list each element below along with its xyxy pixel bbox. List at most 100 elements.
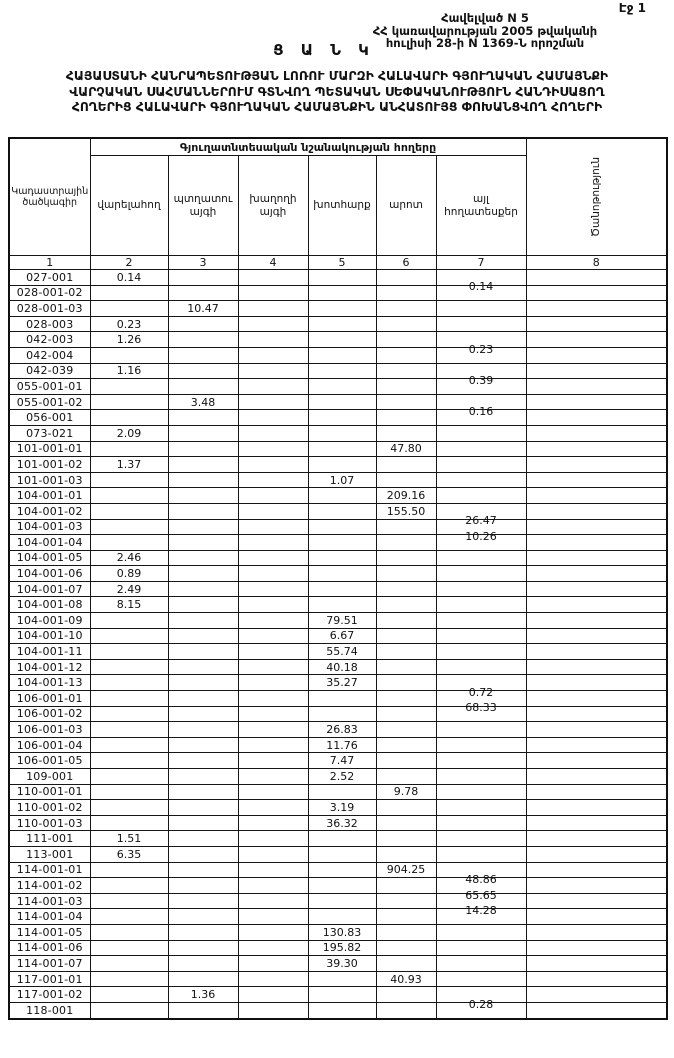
table-row: 114-001-06 195.82 bbox=[8, 939, 668, 957]
row-note bbox=[525, 721, 668, 738]
col-number: 6 bbox=[375, 255, 437, 270]
row-value bbox=[435, 752, 527, 769]
row-value bbox=[375, 955, 437, 972]
row-value: 9.78 bbox=[375, 783, 437, 801]
row-value bbox=[237, 955, 309, 972]
table-row: 114-001-01 904.25 bbox=[8, 861, 668, 879]
table-row: 028-001-03 10.47 bbox=[8, 300, 668, 317]
row-value bbox=[435, 845, 527, 863]
table-row: 028-001-02 0.14 bbox=[8, 280, 668, 302]
row-code: 055-001-01 bbox=[8, 378, 91, 395]
row-code: 101-001-02 bbox=[8, 456, 91, 473]
row-value bbox=[237, 518, 309, 536]
row-value: 40.93 bbox=[375, 970, 437, 988]
row-value bbox=[167, 627, 239, 645]
row-value: 0.23 bbox=[435, 343, 527, 364]
row-value bbox=[307, 269, 377, 286]
row-value bbox=[237, 783, 309, 801]
row-value: 1.51 bbox=[89, 830, 169, 847]
row-note bbox=[525, 471, 668, 489]
row-value bbox=[435, 736, 527, 754]
row-note bbox=[525, 331, 668, 348]
row-value bbox=[89, 378, 169, 395]
row-code: 104-001-05 bbox=[8, 549, 91, 567]
row-value bbox=[89, 284, 169, 302]
table-row: 104-001-10 6.67 bbox=[8, 627, 668, 645]
row-code: 106-001-01 bbox=[8, 690, 91, 707]
row-value bbox=[167, 487, 239, 504]
row-value: 0.39 bbox=[435, 374, 527, 395]
row-value bbox=[89, 690, 169, 707]
row-code: 028-001-03 bbox=[8, 300, 91, 317]
table-row: 109-001 2.52 bbox=[8, 768, 668, 785]
row-value bbox=[375, 534, 437, 551]
appendix-header: Հավելված N 5 ՀՀ կառավարության 2005 թվակա… bbox=[320, 12, 650, 50]
table-row: 113-001 6.35 bbox=[8, 845, 668, 863]
row-value bbox=[167, 346, 239, 364]
row-value bbox=[237, 643, 309, 660]
row-code: 104-001-10 bbox=[8, 627, 91, 645]
row-note bbox=[525, 393, 668, 411]
row-value bbox=[307, 487, 377, 504]
row-value bbox=[435, 783, 527, 801]
row-value bbox=[167, 690, 239, 707]
row-value bbox=[435, 471, 527, 489]
row-value: 6.35 bbox=[89, 845, 169, 863]
row-note bbox=[525, 908, 668, 925]
row-value bbox=[167, 861, 239, 879]
row-value bbox=[237, 362, 309, 380]
row-value bbox=[435, 580, 527, 598]
row-note bbox=[525, 986, 668, 1003]
row-value bbox=[89, 908, 169, 925]
row-value bbox=[375, 518, 437, 536]
row-value bbox=[237, 534, 309, 551]
row-value bbox=[375, 456, 437, 473]
row-value bbox=[237, 346, 309, 364]
row-value: 0.23 bbox=[89, 315, 169, 333]
row-value bbox=[89, 877, 169, 894]
row-value bbox=[307, 424, 377, 442]
table-row: 106-001-05 7.47 bbox=[8, 752, 668, 769]
row-value bbox=[307, 845, 377, 863]
table-row: 110-001-01 9.78 bbox=[8, 783, 668, 801]
row-value: 1.07 bbox=[307, 471, 377, 489]
row-value bbox=[167, 284, 239, 302]
row-value bbox=[307, 518, 377, 536]
row-value bbox=[435, 440, 527, 458]
row-value bbox=[237, 502, 309, 520]
col-header-other-lands: այլ հողատեսքեր bbox=[435, 155, 527, 256]
row-value bbox=[237, 877, 309, 894]
row-code: 104-001-12 bbox=[8, 658, 91, 676]
row-value bbox=[237, 300, 309, 317]
document-subtitle: ՀԱՅԱՍՏԱՆԻ ՀԱՆՐԱՊԵՏՈՒԹՅԱՆ ԼՈՌՈՒ ՄԱՐԶԻ ՀԱԼ… bbox=[4, 69, 670, 116]
subtitle-line-2: ՎԱՐՉԱԿԱՆ ՍԱՀՄԱՆՆԵՐՈՒՄ ԳՏՆՎՈՂ ՊԵՏԱԿԱՆ ՍԵՓ… bbox=[69, 84, 605, 99]
row-code: 106-001-02 bbox=[8, 705, 91, 723]
row-value bbox=[237, 549, 309, 567]
row-code: 113-001 bbox=[8, 845, 91, 863]
row-value bbox=[435, 939, 527, 957]
row-value: 1.37 bbox=[89, 456, 169, 473]
row-value: 1.36 bbox=[167, 986, 239, 1003]
row-value: 36.32 bbox=[307, 814, 377, 832]
row-value bbox=[307, 908, 377, 925]
table-row: 104-001-05 2.46 bbox=[8, 549, 668, 567]
row-value bbox=[89, 892, 169, 910]
row-value bbox=[89, 612, 169, 629]
row-note bbox=[525, 456, 668, 473]
row-value bbox=[89, 939, 169, 957]
row-value bbox=[375, 799, 437, 816]
row-note bbox=[525, 736, 668, 754]
row-value bbox=[375, 409, 437, 426]
row-value bbox=[375, 674, 437, 692]
table-row: 042-003 1.26 bbox=[8, 331, 668, 348]
row-value bbox=[435, 549, 527, 567]
row-value: 68.33 bbox=[435, 701, 527, 723]
row-value bbox=[167, 378, 239, 395]
row-value bbox=[375, 580, 437, 598]
row-value bbox=[89, 955, 169, 972]
row-note bbox=[525, 768, 668, 785]
row-value bbox=[89, 721, 169, 738]
row-note bbox=[525, 799, 668, 816]
row-value bbox=[237, 814, 309, 832]
table-row: 042-004 0.23 bbox=[8, 343, 668, 364]
